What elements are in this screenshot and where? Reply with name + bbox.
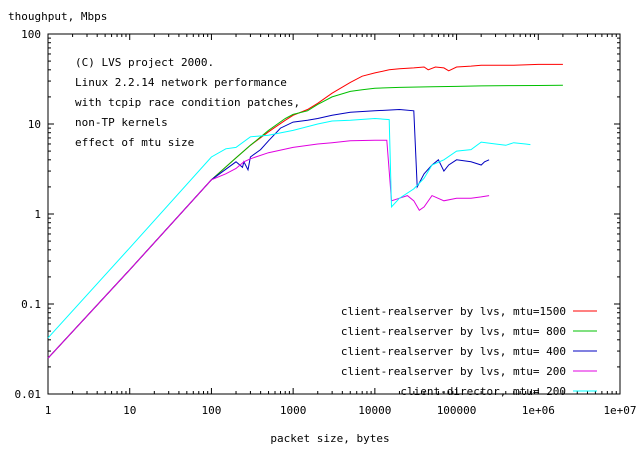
legend-label: client-realserver by lvs, mtu= 800 [341,325,566,338]
y-tick-label: 1 [34,208,41,221]
axis-ticks: 1 10 100 1000 10000 100000 1e+06 1e+07 0.01 0.1 1 1… [15,28,637,417]
x-tick-label: 1 [45,404,52,417]
series-lines [47,63,563,359]
series-line-3 [47,108,490,359]
series-line-4 [47,139,490,359]
x-tick-label: 1000 [280,404,307,417]
y-tick-label: 10 [28,118,41,131]
annotation-line: with tcpip race condition patches, [75,96,300,109]
annotation-line: non-TP kernels [75,116,168,129]
legend: client-realserver by lvs, mtu=1500 client… [341,305,597,398]
annotation-line: effect of mtu size [75,136,194,149]
x-tick-label: 10 [123,404,136,417]
series-line-1 [47,63,563,359]
x-tick-label: 100 [201,404,221,417]
annotation: (C) LVS project 2000. Linux 2.2.14 networ… [75,56,300,149]
legend-label: client-realserver by lvs, mtu=1500 [341,305,566,318]
x-tick-label: 100000 [437,404,477,417]
series-line-2 [47,84,563,359]
y-tick-label: 0.01 [15,388,42,401]
annotation-line: (C) LVS project 2000. [75,56,214,69]
x-tick-label: 1e+07 [603,404,636,417]
x-tick-label: 1e+06 [522,404,555,417]
y-tick-label: 0.1 [21,298,41,311]
x-tick-label: 10000 [358,404,391,417]
legend-label: client-realserver by lvs, mtu= 400 [341,345,566,358]
x-axis-label: packet size, bytes [270,432,389,445]
series-line-5 [47,117,531,339]
y-tick-label: 100 [21,28,41,41]
legend-label: client-realserver by lvs, mtu= 200 [341,365,566,378]
legend-label: client-director, mtu= 200 [400,385,566,398]
annotation-line: Linux 2.2.14 network performance [75,76,287,89]
y-axis-label: thoughput, Mbps [8,10,107,23]
